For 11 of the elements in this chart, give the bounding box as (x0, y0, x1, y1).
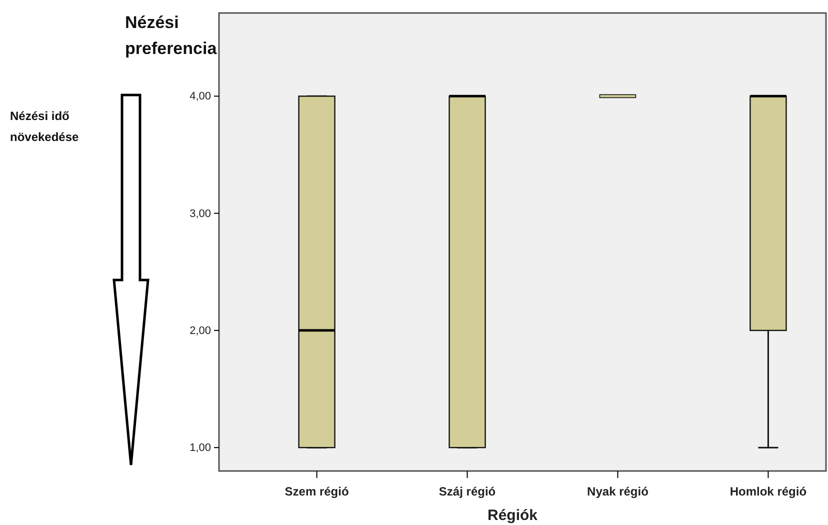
x-tick-label: Szem régió (284, 484, 349, 498)
x-tick-label: Száj régió (438, 484, 496, 498)
y-tick-label: 4,00 (190, 90, 211, 103)
y-axis-title: Nézési preferencia (125, 13, 218, 58)
x-axis-title: Régiók (487, 507, 538, 524)
text: Nézési idő növekedése (10, 109, 80, 144)
x-tick-label: Homlok régió (730, 484, 807, 498)
x-tick-label: Nyak régió (587, 484, 648, 498)
y-tick-label: 3,00 (190, 208, 211, 220)
y-tick-label: 2,00 (190, 324, 211, 337)
y-tick-label: 1,00 (190, 442, 211, 454)
